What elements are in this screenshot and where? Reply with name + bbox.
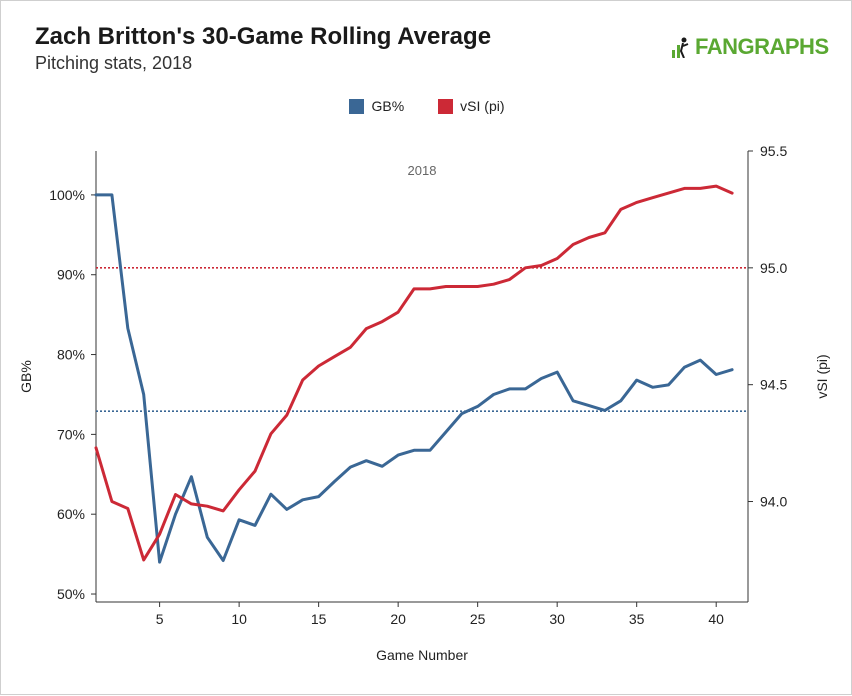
x-tick-label: 10	[231, 611, 247, 627]
y-right-tick-label: 94.5	[760, 377, 787, 393]
x-tick-label: 25	[470, 611, 486, 627]
chart-subtitle: Pitching stats, 2018	[35, 53, 193, 73]
y-left-tick-label: 70%	[57, 426, 85, 442]
y-left-tick-label: 100%	[49, 187, 85, 203]
legend-swatch-gb	[349, 98, 365, 114]
chart-title: Zach Britton's 30-Game Rolling Average	[35, 23, 492, 50]
brand-logo: FANGRAPHS	[671, 34, 829, 60]
legend-label-vsi: vSI (pi)	[460, 98, 505, 114]
x-tick-label: 5	[156, 611, 164, 627]
y-left-tick-label: 80%	[57, 347, 85, 363]
brand-name: FANGRAPHS	[695, 34, 829, 59]
legend-label-gb: GB%	[371, 98, 405, 114]
fangraphs-logo-icon	[672, 37, 689, 58]
x-tick-label: 20	[390, 611, 406, 627]
x-tick-label: 30	[549, 611, 565, 627]
x-tick-label: 15	[311, 611, 327, 627]
series-line-vsi	[94, 184, 734, 562]
y-right-axis-title: vSI (pi)	[814, 354, 830, 398]
y-right-tick-label: 94.0	[760, 494, 787, 510]
x-axis-title: Game Number	[376, 647, 468, 663]
y-left-tick-label: 60%	[57, 506, 85, 522]
x-tick-label: 40	[708, 611, 724, 627]
y-right-tick-label: 95.0	[760, 260, 787, 276]
series-line-gb	[94, 193, 734, 564]
panel-label: 2018	[408, 163, 437, 178]
chart-legend: GB% vSI (pi)	[1, 98, 852, 114]
legend-item-vsi: vSI (pi)	[438, 98, 505, 114]
y-left-tick-label: 50%	[57, 586, 85, 602]
y-right-tick-label: 95.5	[760, 143, 787, 159]
legend-swatch-vsi	[438, 98, 454, 114]
y-left-tick-label: 90%	[57, 267, 85, 283]
y-left-axis-title: GB%	[18, 360, 34, 393]
legend-item-gb: GB%	[349, 98, 404, 114]
x-tick-label: 35	[629, 611, 645, 627]
